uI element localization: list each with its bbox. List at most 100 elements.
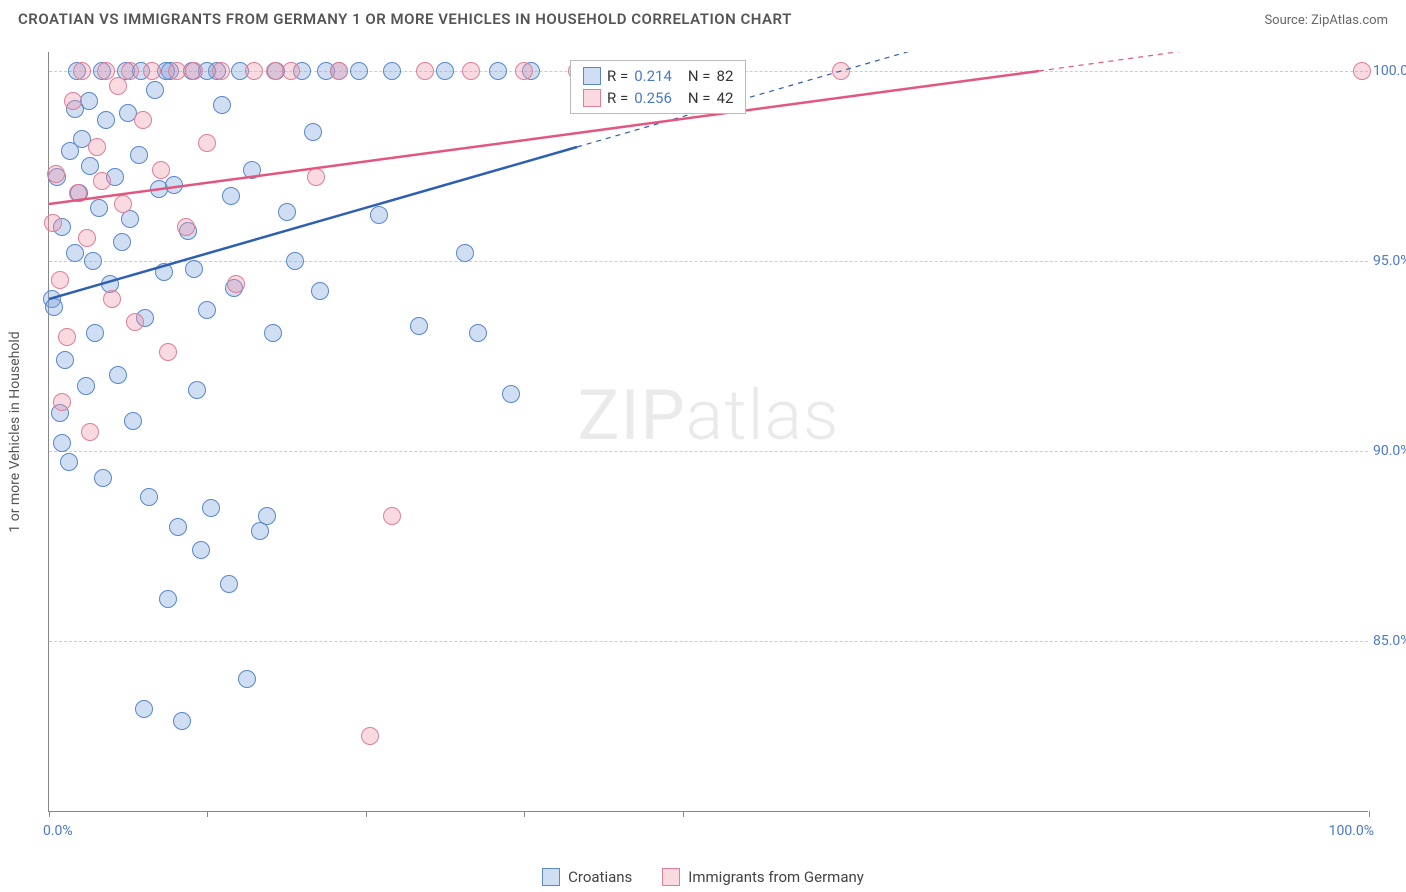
data-point — [150, 180, 168, 198]
n-value: 82 — [717, 67, 734, 85]
data-point — [304, 123, 322, 141]
r-label: R = — [607, 67, 628, 85]
data-point — [227, 275, 245, 293]
data-point — [61, 142, 79, 160]
data-point — [370, 206, 388, 224]
data-point — [44, 214, 62, 232]
data-point — [94, 469, 112, 487]
chart-source: Source: ZipAtlas.com — [1264, 13, 1388, 28]
data-point — [106, 168, 124, 186]
data-point — [51, 271, 69, 289]
x-axis-min-label: 0.0% — [43, 823, 73, 839]
data-point — [222, 187, 240, 205]
data-point — [103, 290, 121, 308]
data-point — [469, 324, 487, 342]
data-point — [119, 104, 137, 122]
data-point — [361, 727, 379, 745]
data-point — [159, 590, 177, 608]
data-point — [101, 275, 119, 293]
data-point — [140, 488, 158, 506]
legend-label: Croatians — [568, 868, 632, 886]
data-point — [53, 218, 71, 236]
y-tick-label: 90.0% — [1373, 443, 1406, 459]
series-legend: Croatians Immigrants from Germany — [0, 868, 1406, 886]
data-point — [136, 309, 154, 327]
data-point — [109, 366, 127, 384]
data-point — [502, 385, 520, 403]
legend-correlation-row: R =0.256N =42 — [571, 87, 745, 109]
legend-swatch — [583, 89, 601, 107]
n-label: N = — [688, 89, 711, 107]
data-point — [258, 507, 276, 525]
r-label: R = — [607, 89, 628, 107]
n-label: N = — [688, 67, 711, 85]
data-point — [159, 343, 177, 361]
data-point — [53, 393, 71, 411]
gridline — [49, 641, 1368, 642]
data-point — [90, 199, 108, 217]
data-point — [97, 111, 115, 129]
data-point — [81, 423, 99, 441]
data-point — [169, 518, 187, 536]
data-point — [134, 111, 152, 129]
data-point — [43, 290, 61, 308]
legend-label: Immigrants from Germany — [688, 868, 864, 886]
data-point — [146, 81, 164, 99]
x-tick — [683, 811, 684, 817]
data-point — [311, 282, 329, 300]
source-link[interactable]: ZipAtlas.com — [1311, 13, 1388, 28]
data-point — [58, 328, 76, 346]
legend-swatch — [542, 868, 560, 886]
legend-correlation-row: R =0.214N =82 — [571, 65, 745, 87]
data-point — [126, 313, 144, 331]
data-point — [198, 301, 216, 319]
x-tick — [49, 811, 50, 817]
gridline — [49, 451, 1368, 452]
data-point — [64, 92, 82, 110]
chart-title: CROATIAN VS IMMIGRANTS FROM GERMANY 1 OR… — [18, 10, 792, 28]
data-point — [220, 575, 238, 593]
x-axis-max-label: 100.0% — [1329, 823, 1374, 839]
data-point — [113, 233, 131, 251]
data-point — [456, 244, 474, 262]
data-point — [243, 161, 261, 179]
data-point — [78, 229, 96, 247]
data-point — [70, 184, 88, 202]
r-value: 0.256 — [634, 89, 672, 107]
legend-swatch — [583, 67, 601, 85]
x-tick — [1369, 811, 1370, 817]
y-tick-label: 85.0% — [1373, 633, 1406, 649]
data-point — [77, 377, 95, 395]
data-point — [73, 130, 91, 148]
correlation-legend: R =0.214N =82R =0.256N =42 — [570, 60, 746, 114]
data-point — [51, 404, 69, 422]
data-point — [66, 100, 84, 118]
data-point — [47, 165, 65, 183]
data-point — [53, 434, 71, 452]
data-point — [60, 453, 78, 471]
x-tick — [207, 811, 208, 817]
data-point — [109, 77, 127, 95]
data-point — [264, 324, 282, 342]
scatter-plot: 1 or more Vehicles in Household ZIPatlas… — [48, 52, 1368, 812]
data-point — [81, 157, 99, 175]
data-point — [86, 324, 104, 342]
data-point — [173, 712, 191, 730]
data-point — [69, 184, 87, 202]
data-point — [225, 279, 243, 297]
data-point — [114, 195, 132, 213]
data-point — [185, 260, 203, 278]
data-point — [202, 499, 220, 517]
data-point — [88, 138, 106, 156]
data-point — [307, 168, 325, 186]
data-point — [152, 161, 170, 179]
data-point — [80, 92, 98, 110]
source-label: Source: — [1264, 13, 1307, 28]
x-tick — [366, 811, 367, 817]
data-point — [56, 351, 74, 369]
data-point — [124, 412, 142, 430]
data-point — [188, 381, 206, 399]
data-point — [93, 172, 111, 190]
y-tick-label: 95.0% — [1373, 253, 1406, 269]
data-point — [135, 700, 153, 718]
